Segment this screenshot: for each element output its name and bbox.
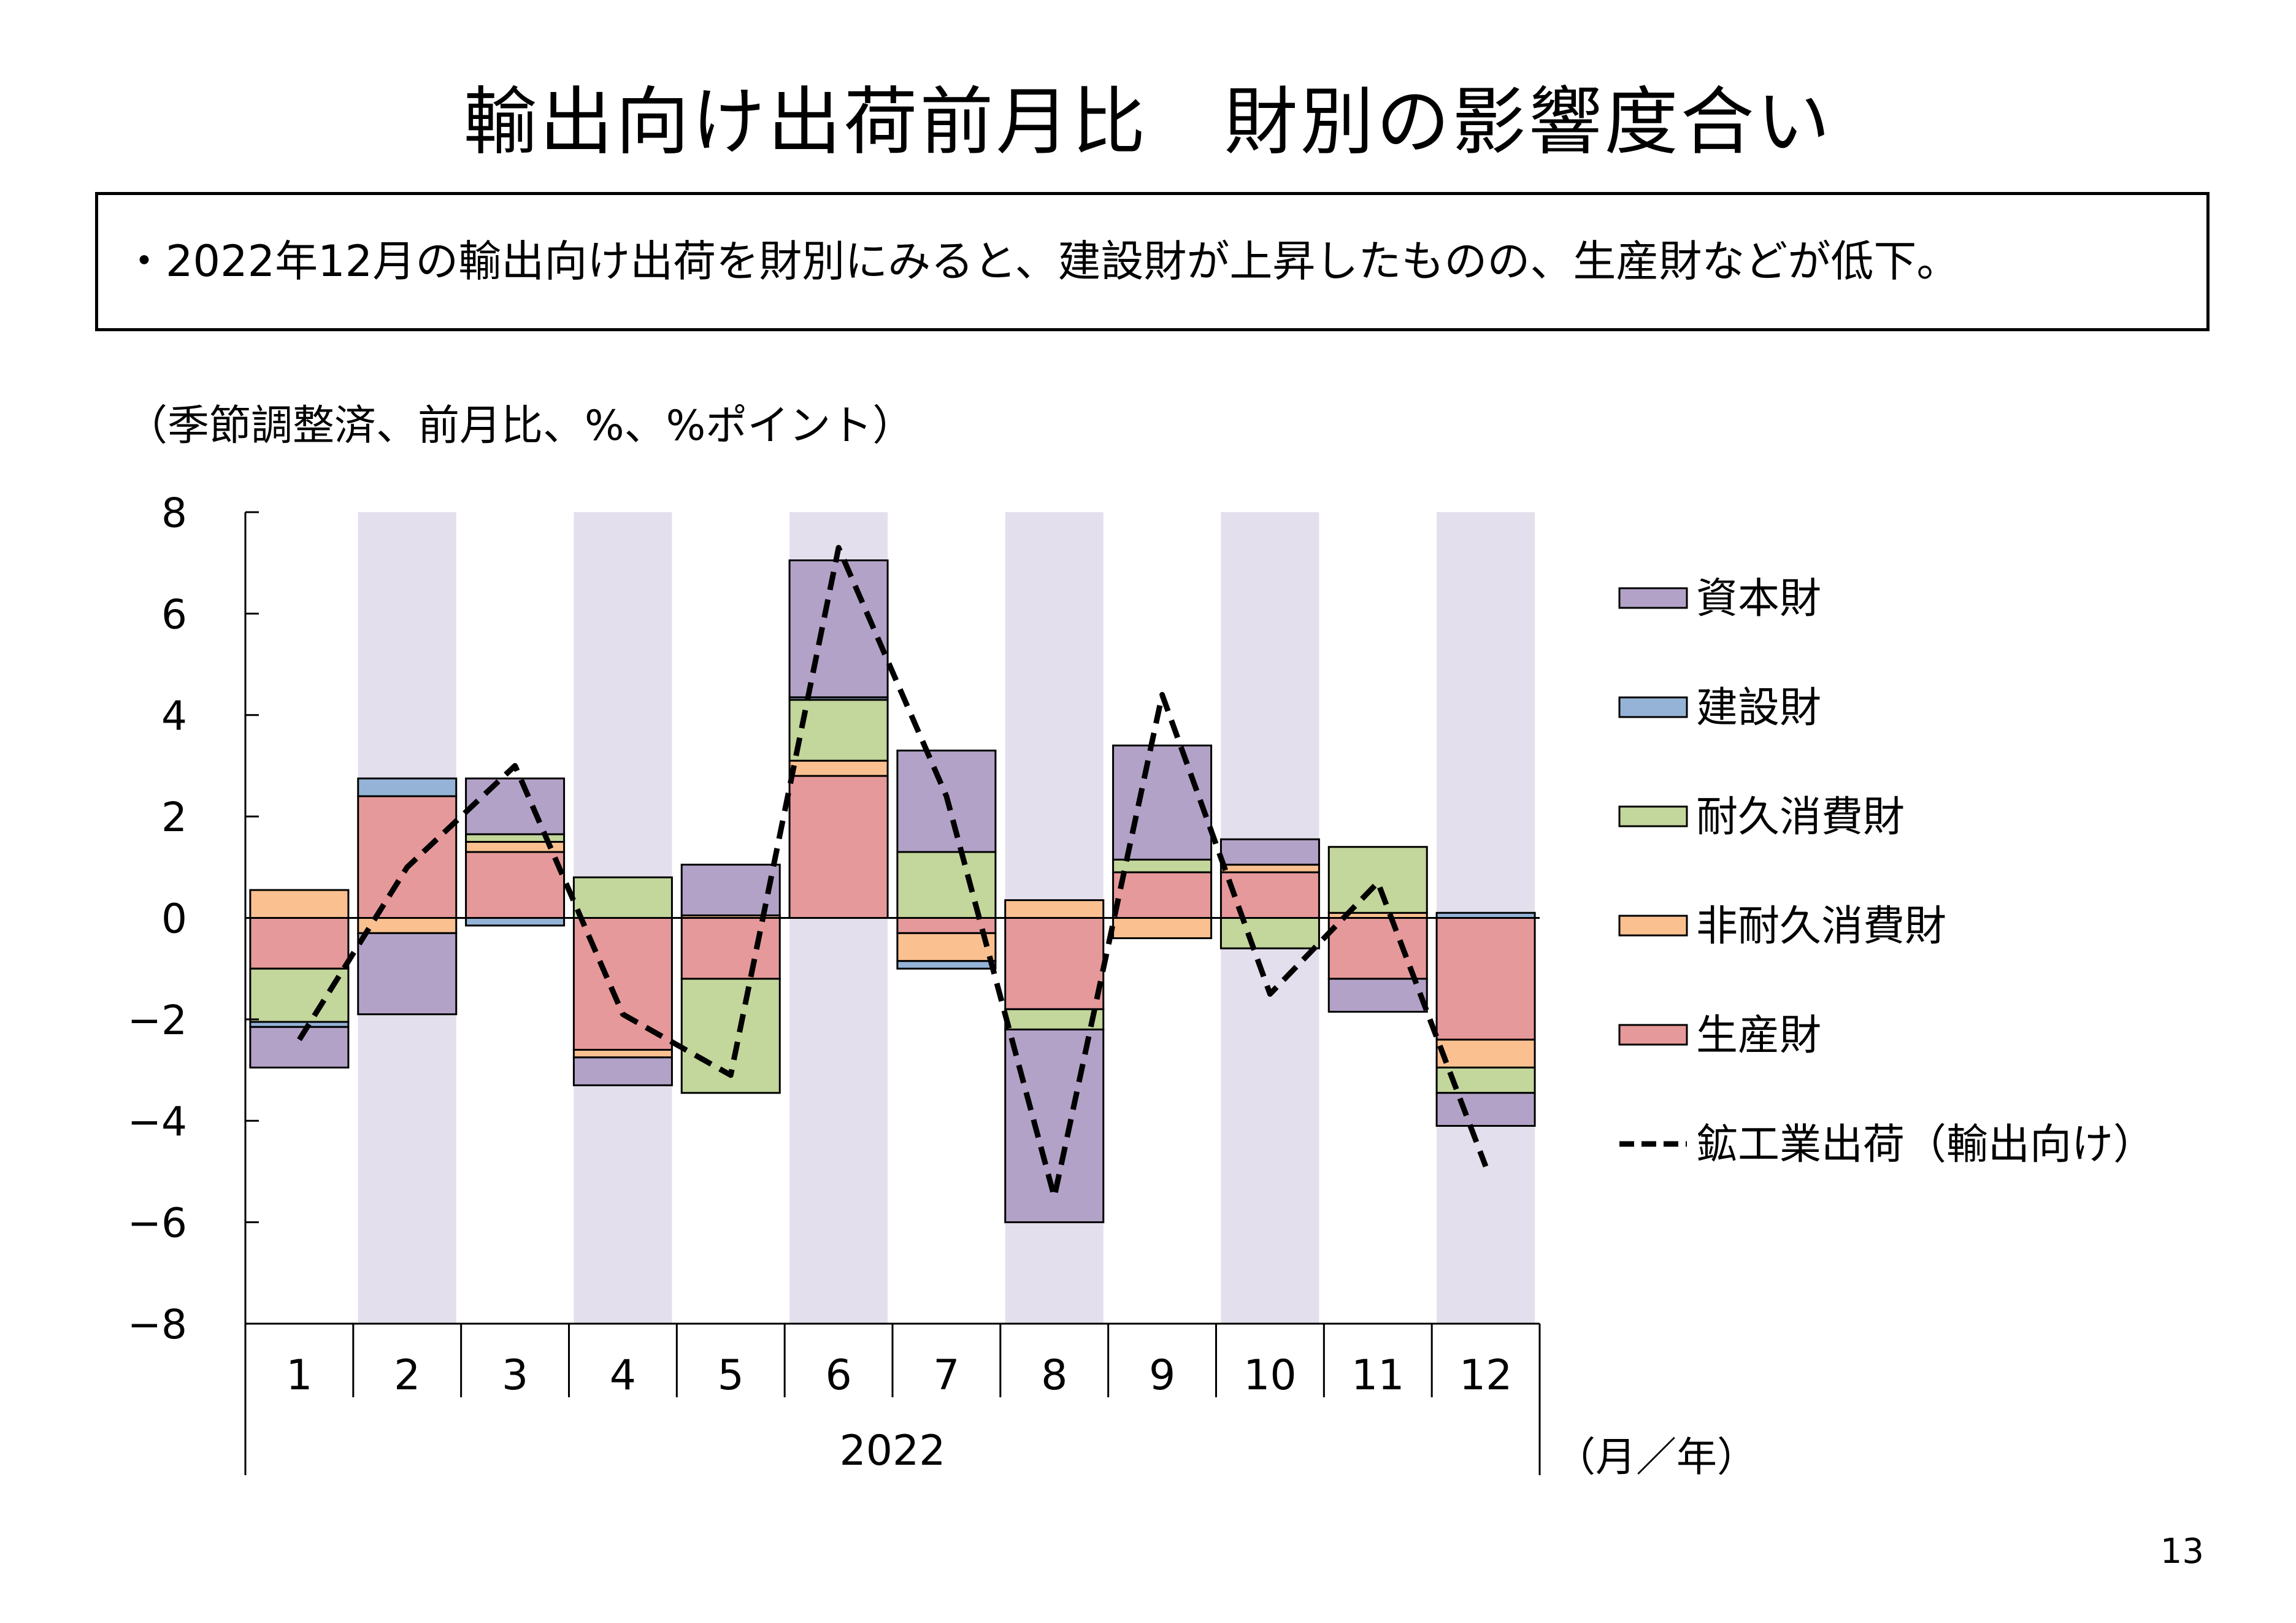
legend-swatch-durable [1618, 805, 1688, 827]
legend-label-line: 鉱工業出荷（輸出向け） [1696, 1121, 2155, 1169]
x-tick-label: 2 [394, 1351, 420, 1400]
x-tick-label: 1 [286, 1351, 312, 1400]
x-tick-label: 10 [1243, 1351, 1297, 1400]
legend-item-construction: 建設財 [1618, 684, 1821, 732]
line-series-total [297, 545, 1489, 1200]
y-tick-label: 4 [161, 693, 187, 740]
y-tick-label: −4 [128, 1098, 187, 1145]
y-tick-label: −2 [128, 997, 187, 1044]
bar-producer-9 [1112, 871, 1213, 919]
legend-label-construction: 建設財 [1696, 684, 1821, 732]
page-number: 13 [2160, 1532, 2204, 1571]
bar-durable-7 [896, 851, 997, 919]
legend-item-durable: 耐久消費財 [1618, 793, 1905, 842]
bar-producer-1 [249, 917, 350, 970]
bar-capital-2 [357, 932, 458, 1016]
x-tick-label: 8 [1041, 1351, 1067, 1400]
bar-capital-11 [1327, 978, 1428, 1013]
bar-construction-7 [896, 960, 997, 970]
x-year-label: 2022 [839, 1427, 945, 1475]
legend-label-producer: 生産財 [1696, 1011, 1821, 1060]
bar-nondurable-7 [896, 932, 997, 962]
bar-capital-12 [1435, 1092, 1536, 1127]
legend-swatch-construction [1618, 696, 1688, 718]
bar-capital-8 [1004, 1028, 1105, 1224]
bar-nondurable-2 [357, 917, 458, 934]
bar-capital-3 [465, 777, 566, 835]
bar-nondurable-12 [1435, 1038, 1536, 1069]
x-tick-label: 7 [933, 1351, 959, 1400]
summary-text: ・2022年12月の輸出向け出荷を財別にみると、建設財が上昇したものの、生産財な… [123, 236, 1960, 286]
bar-producer-8 [1004, 917, 1105, 1010]
legend-item-producer: 生産財 [1618, 1011, 1821, 1060]
legend-item-line: 鉱工業出荷（輸出向け） [1619, 1121, 2155, 1169]
y-tick-label: −6 [128, 1200, 187, 1247]
y-tick-label: 6 [161, 591, 187, 638]
bar-nondurable-8 [1004, 899, 1105, 919]
legend-label-durable: 耐久消費財 [1696, 793, 1905, 842]
x-tick-label: 6 [825, 1351, 851, 1400]
x-unit-label: （月／年） [1555, 1433, 1757, 1481]
y-tick-label: 8 [161, 489, 187, 537]
x-tick-label: 3 [502, 1351, 528, 1400]
bar-producer-3 [465, 851, 566, 919]
summary-box: ・2022年12月の輸出向け出荷を財別にみると、建設財が上昇したものの、生産財な… [95, 192, 2210, 331]
x-tick-label: 12 [1459, 1351, 1513, 1400]
legend-swatch-nondurable [1618, 915, 1688, 937]
y-tick-label: 2 [161, 794, 187, 841]
legend-item-nondurable: 非耐久消費財 [1618, 902, 1946, 951]
bar-nondurable-6 [788, 759, 889, 777]
bar-capital-9 [1112, 744, 1213, 861]
bar-durable-4 [572, 876, 673, 919]
bar-nondurable-9 [1112, 917, 1213, 940]
bar-construction-2 [357, 777, 458, 797]
bar-producer-2 [357, 795, 458, 919]
x-tick-label: 9 [1149, 1351, 1175, 1400]
bar-producer-5 [680, 917, 781, 980]
bar-durable-6 [788, 699, 889, 762]
bar-durable-12 [1435, 1066, 1536, 1094]
legend-swatch-capital [1618, 587, 1688, 609]
bar-nondurable-4 [572, 1048, 673, 1059]
x-tick-label: 5 [718, 1351, 744, 1400]
line-layer [297, 545, 1489, 1200]
bar-durable-10 [1219, 917, 1320, 950]
bar-producer-12 [1435, 917, 1536, 1041]
x-tick-label: 11 [1351, 1351, 1405, 1400]
bar-producer-6 [788, 775, 889, 919]
page-title: 輸出向け出荷前月比 財別の影響度合い [463, 80, 1833, 165]
bar-nondurable-1 [249, 889, 350, 919]
bar-construction-3 [465, 917, 566, 927]
bar-durable-1 [249, 967, 350, 1023]
bar-nondurable-10 [1219, 864, 1320, 873]
y-tick-label: −8 [128, 1301, 187, 1348]
bar-capital-10 [1219, 838, 1320, 866]
x-tick-label: 4 [610, 1351, 636, 1400]
bar-durable-8 [1004, 1008, 1105, 1030]
bar-durable-11 [1327, 846, 1428, 914]
legend-swatch-producer [1618, 1024, 1688, 1046]
bar-producer-7 [896, 917, 997, 934]
legend-label-capital: 資本財 [1696, 575, 1821, 623]
y-tick-label: 0 [161, 896, 187, 943]
legend-item-capital: 資本財 [1618, 575, 1821, 623]
legend-label-nondurable: 非耐久消費財 [1696, 902, 1946, 951]
bar-capital-1 [249, 1026, 350, 1069]
bar-capital-4 [572, 1056, 673, 1086]
unit-label: （季節調整済、前月比、%、%ポイント） [126, 402, 915, 450]
